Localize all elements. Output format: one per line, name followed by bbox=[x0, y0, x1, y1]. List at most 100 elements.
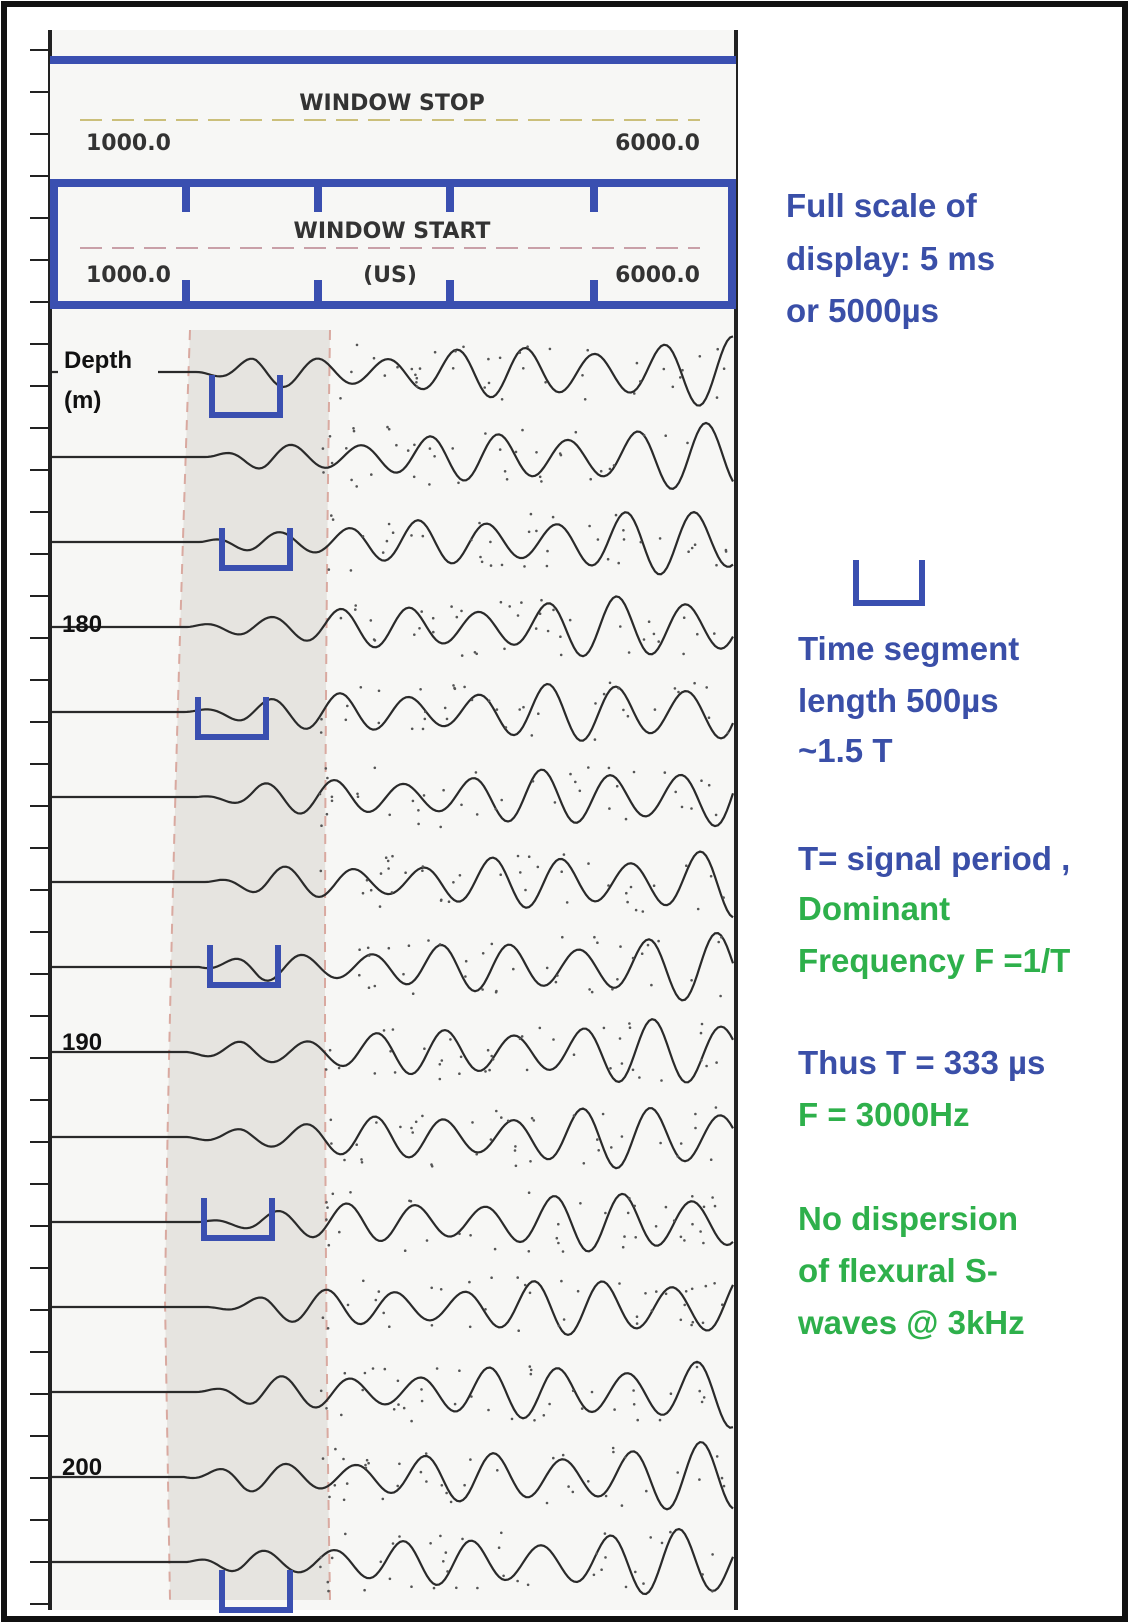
noise-dot bbox=[327, 1589, 330, 1593]
noise-dot bbox=[319, 869, 323, 873]
noise-dot bbox=[521, 428, 524, 432]
noise-dot bbox=[700, 779, 703, 782]
noise-dot bbox=[360, 1158, 363, 1161]
annotation-line: Full scale of bbox=[786, 187, 978, 224]
annotation-line: No dispersion bbox=[798, 1200, 1018, 1237]
noise-dot bbox=[329, 1118, 333, 1122]
noise-dot bbox=[421, 869, 424, 872]
window-start-unit: (US) bbox=[363, 263, 417, 288]
noise-dot bbox=[487, 699, 491, 702]
noise-dot bbox=[715, 1455, 719, 1458]
noise-dot bbox=[548, 1402, 551, 1406]
noise-dot bbox=[443, 706, 447, 710]
noise-dot bbox=[428, 447, 432, 450]
noise-dot bbox=[587, 1480, 590, 1483]
noise-dot bbox=[377, 689, 381, 693]
noise-dot bbox=[677, 690, 680, 694]
noise-dot bbox=[499, 873, 503, 876]
noise-dot bbox=[609, 1067, 612, 1070]
noise-dot bbox=[606, 557, 610, 561]
noise-dot bbox=[626, 714, 630, 718]
noise-dot bbox=[654, 1225, 658, 1228]
noise-dot bbox=[346, 704, 349, 708]
noise-dot bbox=[659, 1141, 662, 1145]
noise-dot bbox=[572, 1114, 576, 1117]
noise-dot bbox=[571, 1389, 575, 1393]
noise-dot bbox=[320, 717, 323, 721]
noise-dot bbox=[369, 888, 373, 892]
noise-dot bbox=[588, 524, 591, 528]
noise-dot bbox=[717, 940, 720, 944]
depth-value: 180 bbox=[62, 611, 102, 638]
noise-dot bbox=[652, 632, 656, 636]
noise-dot bbox=[516, 1579, 519, 1583]
noise-dot bbox=[461, 1537, 464, 1541]
noise-dot bbox=[386, 859, 390, 863]
noise-dot bbox=[612, 1450, 615, 1454]
noise-dot bbox=[352, 429, 356, 433]
noise-dot bbox=[451, 447, 455, 450]
noise-dot bbox=[722, 896, 725, 899]
noise-dot bbox=[615, 784, 619, 788]
noise-dot bbox=[557, 1222, 560, 1226]
noise-dot bbox=[486, 1048, 490, 1052]
noise-dot bbox=[470, 1395, 473, 1398]
noise-dot bbox=[713, 1282, 716, 1285]
noise-dot bbox=[720, 1476, 724, 1480]
noise-dot bbox=[342, 1498, 346, 1502]
noise-dot bbox=[527, 530, 531, 534]
noise-dot bbox=[421, 534, 425, 538]
noise-dot bbox=[590, 1390, 594, 1394]
noise-dot bbox=[333, 1484, 337, 1487]
noise-dot bbox=[624, 817, 628, 821]
noise-dot bbox=[722, 1484, 726, 1488]
noise-dot bbox=[674, 790, 677, 794]
noise-dot bbox=[370, 473, 373, 476]
noise-dot bbox=[439, 1534, 442, 1538]
noise-dot bbox=[530, 734, 534, 737]
noise-dot bbox=[381, 551, 385, 554]
noise-dot bbox=[604, 1211, 607, 1215]
noise-dot bbox=[529, 1160, 532, 1163]
noise-dot bbox=[478, 521, 481, 525]
noise-dot bbox=[572, 1053, 576, 1056]
noise-dot bbox=[319, 731, 323, 734]
noise-dot bbox=[636, 1418, 639, 1422]
noise-dot bbox=[458, 1369, 461, 1372]
noise-dot bbox=[642, 1582, 645, 1585]
window-start-right: 6000.0 bbox=[615, 263, 700, 288]
noise-dot bbox=[660, 1079, 663, 1082]
noise-dot bbox=[698, 1389, 701, 1393]
noise-dot bbox=[428, 483, 431, 486]
noise-dot bbox=[498, 356, 502, 360]
noise-dot bbox=[430, 1286, 434, 1290]
noise-dot bbox=[340, 1413, 343, 1417]
noise-dot bbox=[407, 944, 411, 947]
noise-dot bbox=[387, 427, 391, 431]
noise-dot bbox=[446, 1570, 449, 1573]
noise-dot bbox=[475, 652, 479, 656]
noise-dot bbox=[325, 812, 329, 816]
annotation-line: ~1.5 T bbox=[798, 732, 892, 769]
noise-dot bbox=[624, 1585, 628, 1589]
noise-dot bbox=[619, 625, 622, 628]
noise-dot bbox=[649, 1536, 652, 1539]
noise-dot bbox=[557, 1324, 561, 1328]
noise-dot bbox=[713, 1204, 717, 1208]
noise-dot bbox=[494, 990, 498, 994]
noise-dot bbox=[424, 1452, 428, 1455]
noise-dot bbox=[411, 1131, 415, 1134]
noise-dot bbox=[662, 367, 666, 371]
noise-dot bbox=[664, 1292, 668, 1296]
noise-dot bbox=[700, 1400, 704, 1404]
noise-dot bbox=[559, 653, 563, 657]
noise-dot bbox=[632, 770, 636, 774]
noise-dot bbox=[516, 614, 520, 617]
noise-dot bbox=[520, 1035, 524, 1038]
noise-dot bbox=[695, 1365, 699, 1369]
window-start-left: 1000.0 bbox=[86, 263, 171, 288]
noise-dot bbox=[711, 1196, 714, 1199]
noise-dot bbox=[560, 1279, 563, 1283]
noise-dot bbox=[633, 392, 636, 395]
noise-dot bbox=[618, 1282, 621, 1285]
